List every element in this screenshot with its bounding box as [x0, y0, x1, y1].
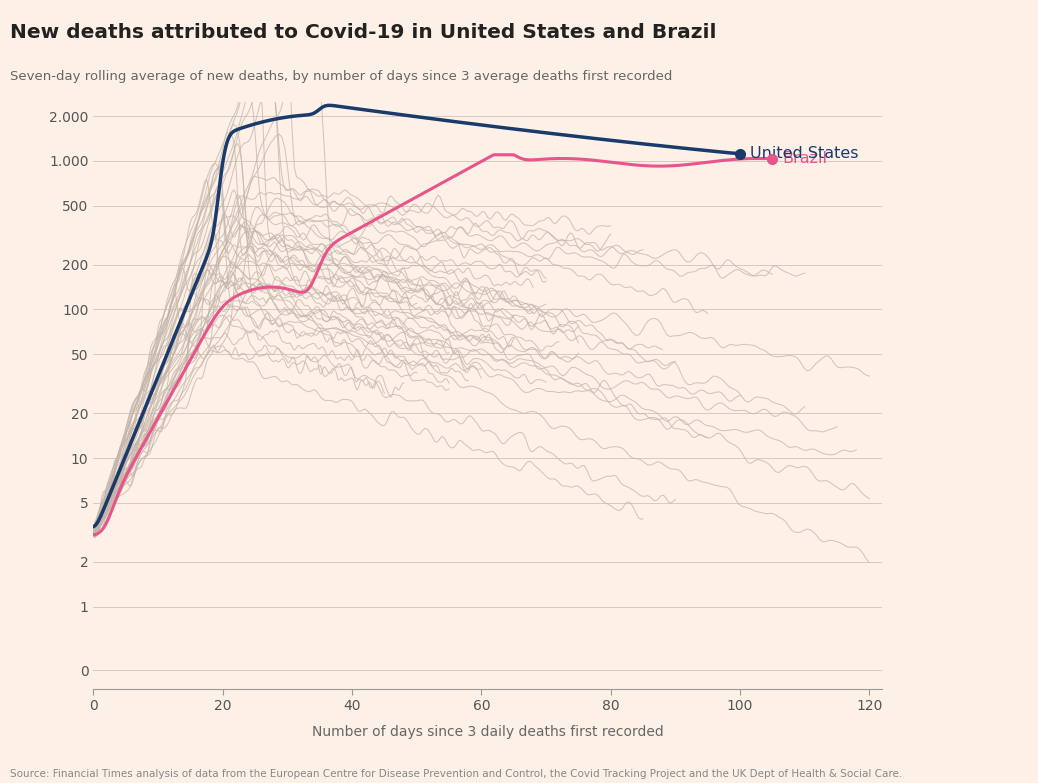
Text: United States: United States [749, 146, 858, 161]
Text: Source: Financial Times analysis of data from the European Centre for Disease Pr: Source: Financial Times analysis of data… [10, 769, 903, 779]
X-axis label: Number of days since 3 daily deaths first recorded: Number of days since 3 daily deaths firs… [312, 724, 663, 738]
Text: New deaths attributed to Covid-19 in United States and Brazil: New deaths attributed to Covid-19 in Uni… [10, 23, 717, 42]
Text: Seven-day rolling average of new deaths, by number of days since 3 average death: Seven-day rolling average of new deaths,… [10, 70, 673, 84]
Text: Brazil: Brazil [782, 151, 827, 166]
